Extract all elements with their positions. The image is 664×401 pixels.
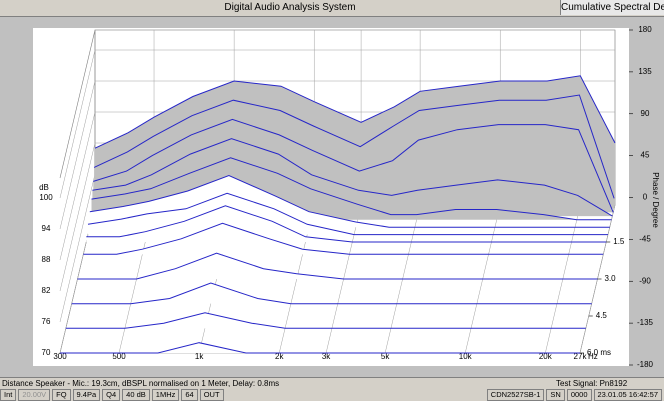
y2-tick-label: 180 [638, 25, 652, 34]
window-title: Digital Audio Analysis System [224, 2, 356, 13]
slice-line [83, 222, 604, 255]
title-bar: Digital Audio Analysis System Cumulative… [0, 0, 664, 17]
toolbar-item[interactable]: 23.01.05 16:42:57 [593, 389, 662, 401]
slice-area [77, 253, 598, 279]
view-tab[interactable]: Cumulative Spectral Decay [560, 0, 664, 15]
x-unit: Hz [588, 352, 598, 361]
x-tick-label: 20k [539, 352, 553, 361]
slice-line [93, 118, 614, 213]
y2-tick-label: -135 [637, 318, 654, 327]
time-tick-label: 1.5 [613, 237, 625, 246]
slice-line [60, 342, 580, 354]
slice-line [89, 174, 610, 228]
time-tick-label: 3.0 [605, 274, 617, 283]
toolbar-item[interactable]: SN [546, 389, 565, 401]
slice-line [71, 282, 592, 305]
slice-area [65, 312, 586, 329]
toolbar-item[interactable]: 40 dB [122, 389, 150, 401]
time-tick-label: 4.5 [596, 311, 608, 320]
y-tick-label: 94 [42, 224, 51, 233]
y2-tick-label: 45 [641, 151, 650, 160]
x-tick-label: 500 [112, 352, 126, 361]
slice-line [86, 205, 607, 243]
test-signal: Test Signal: Pn8192 [556, 379, 628, 388]
y-tick-label: 100 [39, 193, 53, 202]
y-tick-label: 88 [42, 255, 51, 264]
y2-tick-label: -180 [637, 360, 654, 369]
toolbar-item[interactable]: 0000 [566, 389, 592, 401]
y-tick-label: 76 [42, 317, 51, 326]
y-axis-label: dB [39, 183, 49, 192]
x-tick-label: 300 [53, 352, 67, 361]
slice-area [83, 223, 604, 255]
x-tick-label: 1k [195, 352, 204, 361]
status-line: Distance Speaker - Mic.: 19.3cm, dBSPL n… [0, 377, 664, 389]
toolbar-item[interactable]: Int [0, 389, 17, 401]
y2-tick-label: -45 [639, 234, 651, 243]
toolbar-item[interactable]: Q4 [102, 389, 121, 401]
slice-line [77, 252, 598, 280]
slice-line [65, 312, 586, 329]
time-tick-label: 6.0 ms [587, 348, 611, 357]
x-tick-label: 3k [322, 352, 331, 361]
toolbar-item[interactable]: 64 [181, 389, 198, 401]
y2-tick-label: 135 [638, 67, 652, 76]
slice-line [91, 157, 612, 221]
y2-axis-label: Phase / Degree [651, 172, 660, 228]
y-tick-label: 82 [42, 286, 51, 295]
x-tick-label: 27k [574, 352, 588, 361]
x-tick-label: 5k [381, 352, 390, 361]
toolbar-item[interactable]: 20.00V [18, 389, 51, 401]
y-tick-label: 70 [42, 348, 51, 357]
slice-line [87, 192, 608, 236]
toolbar-item[interactable]: CDN2527SB-1 [486, 389, 545, 401]
toolbar-item[interactable]: FQ [52, 389, 71, 401]
slice-line [94, 75, 616, 149]
decay-plot: dB Phase / Degree Hz 100 94 88 82 76 70 300 500… [33, 25, 660, 369]
slice-area [71, 283, 592, 304]
slice-line [92, 138, 613, 217]
y2-tick-label: 0 [643, 193, 648, 202]
x-tick-label: 10k [459, 352, 473, 361]
toolbar-item[interactable]: 1MHz [151, 389, 180, 401]
x-tick-label: 2k [275, 352, 284, 361]
slice-line [93, 94, 615, 199]
status-text: Distance Speaker - Mic.: 19.3cm, dBSPL n… [2, 379, 280, 388]
toolbar-item[interactable]: 9.4Pa [72, 389, 101, 401]
toolbar: Int 20.00V FQ 9.4Pa Q4 40 dB 1MHz 64 OUT CDN2527S… [0, 389, 664, 401]
toolbar-item[interactable]: OUT [199, 389, 224, 401]
y2-tick-label: 90 [641, 109, 650, 118]
y2-tick-label: -90 [639, 276, 651, 285]
